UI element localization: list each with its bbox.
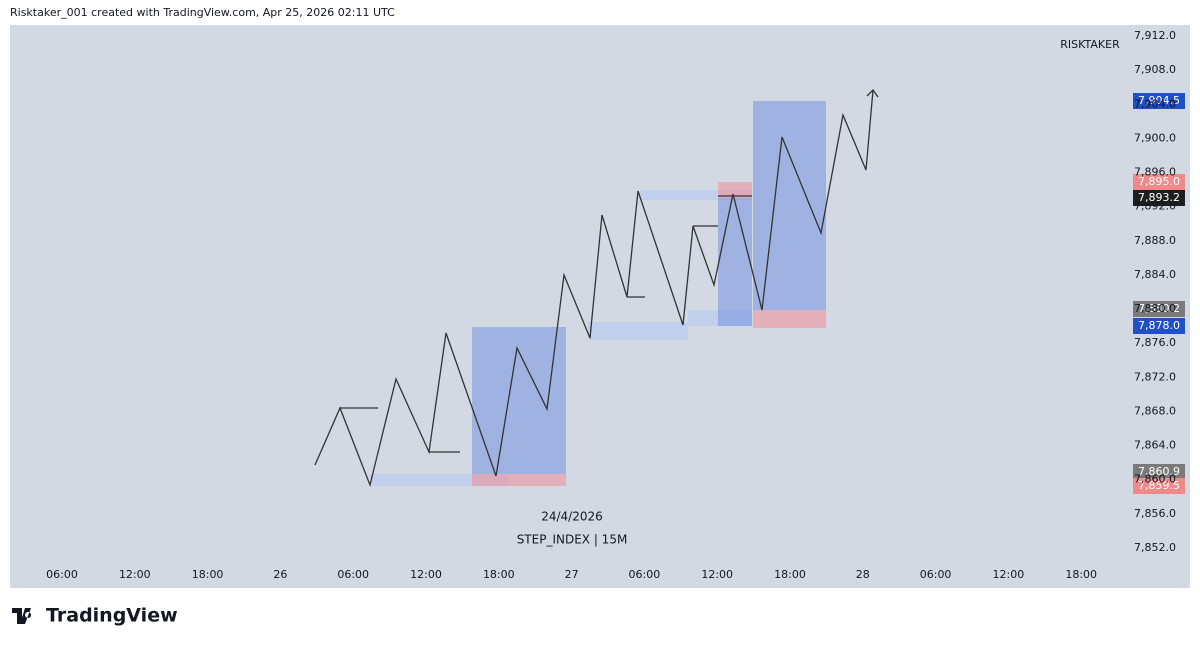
stop-box: [718, 182, 752, 198]
arrow-head: [866, 88, 879, 98]
long-box: [753, 101, 826, 310]
price-tag-bg: [1133, 301, 1185, 317]
y-tick-label: 7,856.0: [1134, 507, 1176, 520]
x-tick-label: 18:00: [192, 568, 224, 581]
x-tick-label: 12:00: [119, 568, 151, 581]
x-tick-label: 28: [856, 568, 870, 581]
x-tick-label: 06:00: [629, 568, 661, 581]
zone: [588, 322, 688, 340]
y-tick-label: 7,852.0: [1134, 541, 1176, 554]
watermark: RISKTAKER: [1060, 38, 1120, 51]
x-tick-label: 27: [565, 568, 579, 581]
x-tick-label: 12:00: [701, 568, 733, 581]
price-tag-bg: [1133, 190, 1185, 206]
price-tag-bg: [1133, 318, 1185, 334]
price-tag-bg: [1133, 93, 1185, 109]
y-tick-label: 7,864.0: [1134, 439, 1176, 452]
date-label: 24/4/2026: [541, 510, 603, 524]
y-tick-label: 7,896.0: [1134, 166, 1176, 179]
price-tag-bg: [1133, 478, 1185, 494]
price-tag-bg: [1133, 464, 1185, 480]
price-tag: 7,878.0: [1138, 319, 1180, 332]
zigzag-path: [314, 89, 874, 488]
y-tick-label: 7,892.0: [1134, 200, 1176, 213]
y-tick-label: 7,908.0: [1134, 63, 1176, 76]
stop-box: [753, 310, 826, 328]
y-tick-label: 7,880.0: [1134, 302, 1176, 315]
y-tick-label: 7,868.0: [1134, 404, 1176, 417]
drawings: [314, 88, 879, 488]
long-box: [718, 198, 752, 326]
price-tag-bg: [1133, 174, 1185, 190]
y-tick-label: 7,860.0: [1134, 473, 1176, 486]
brand-name: TradingView: [46, 605, 178, 627]
brand-logo: [12, 608, 32, 624]
price-tag: 7,860.9: [1138, 465, 1180, 478]
price-tag: 7,895.0: [1138, 175, 1180, 188]
y-tick-label: 7,904.0: [1134, 97, 1176, 110]
y-tick-label: 7,912.0: [1134, 29, 1176, 42]
y-tick-label: 7,872.0: [1134, 370, 1176, 383]
x-tick-label: 06:00: [920, 568, 952, 581]
price-tag: 7,859.5: [1138, 479, 1180, 492]
y-tick-label: 7,876.0: [1134, 336, 1176, 349]
price-tag: 7,893.2: [1138, 191, 1180, 204]
long-box: [472, 327, 566, 474]
brand: TradingView: [12, 605, 178, 627]
symbol-label: STEP_INDEX | 15M: [517, 533, 628, 547]
x-tick-label: 12:00: [410, 568, 442, 581]
header-title: Risktaker_001 created with TradingView.c…: [10, 6, 395, 19]
price-tag: 7,880.2: [1138, 302, 1180, 315]
price-tag: 7,904.5: [1138, 94, 1180, 107]
price-tags: 7,904.5 7,895.0 7,893.2 7,880.2 7,878.0 7,860…: [1133, 93, 1185, 494]
chart-pane: [10, 25, 1120, 588]
x-tick-label: 06:00: [337, 568, 369, 581]
stop-box: [472, 474, 566, 486]
y-tick-label: 7,888.0: [1134, 234, 1176, 247]
zone: [640, 190, 752, 200]
x-tick-label: 18:00: [774, 568, 806, 581]
x-tick-label: 18:00: [1065, 568, 1097, 581]
y-tick-label: 7,884.0: [1134, 268, 1176, 281]
y-tick-label: 7,900.0: [1134, 131, 1176, 144]
x-tick-label: 12:00: [993, 568, 1025, 581]
x-tick-label: 26: [273, 568, 287, 581]
x-tick-label: 18:00: [483, 568, 515, 581]
x-tick-label: 06:00: [46, 568, 78, 581]
